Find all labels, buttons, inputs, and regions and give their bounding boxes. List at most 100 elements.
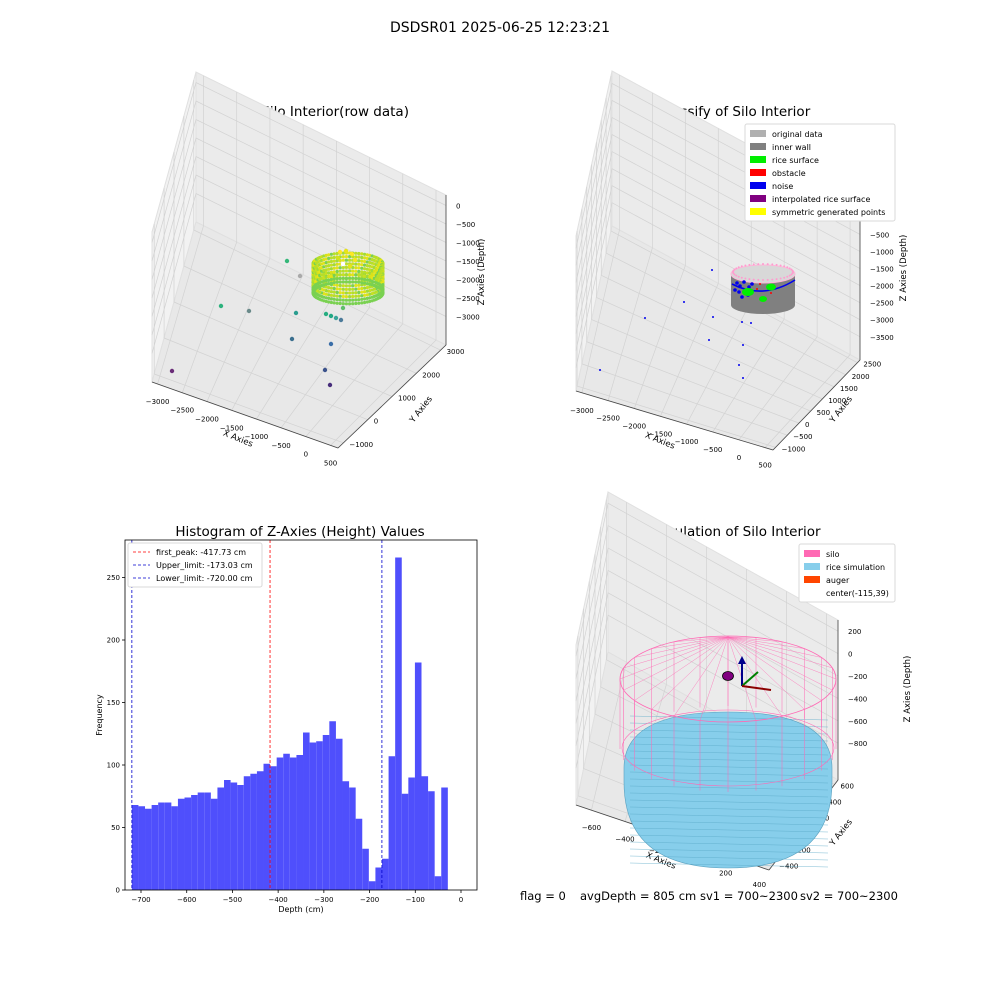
interpolated-point <box>788 267 791 270</box>
data-point <box>357 255 361 259</box>
rice-mesh-line <box>629 785 829 791</box>
data-point <box>368 253 372 257</box>
data-point <box>327 382 333 388</box>
x-tick-label: −3000 <box>146 398 170 406</box>
y-tick-label: −1000 <box>782 445 806 453</box>
noise-point <box>738 284 742 288</box>
interpolated-point <box>786 275 789 278</box>
data-point <box>284 258 290 264</box>
data-point <box>360 286 364 291</box>
silo-roof-wire <box>727 636 783 642</box>
rice-mesh-line <box>629 729 829 735</box>
x-tick-label: −400 <box>269 896 288 904</box>
silo-roof-wire <box>634 636 729 701</box>
data-point <box>341 284 345 288</box>
silo-roof-wire <box>651 636 729 649</box>
data-point <box>341 302 345 306</box>
data-point <box>365 289 369 293</box>
legend-swatch <box>750 130 766 137</box>
data-point <box>351 298 355 302</box>
auger-arrow-x <box>741 685 772 691</box>
footer-sv1: sv1 = 700~2300 <box>700 889 798 903</box>
interpolated-point <box>735 267 738 270</box>
data-point <box>335 298 339 302</box>
grid-z <box>575 151 861 317</box>
legend-label: silo <box>826 550 840 559</box>
y-tick-label: 600 <box>841 783 854 791</box>
data-point <box>354 298 358 302</box>
grid-y <box>581 363 788 436</box>
z-tick-label: −2500 <box>456 295 480 303</box>
data-point <box>327 264 331 268</box>
data-point <box>357 287 361 291</box>
data-point <box>363 300 367 305</box>
data-point <box>354 251 358 255</box>
histogram-bar <box>335 738 343 890</box>
z-tick-label: −1500 <box>456 258 480 266</box>
data-point <box>360 259 364 263</box>
data-point <box>324 275 328 279</box>
data-point <box>363 252 367 256</box>
interpolated-point <box>791 269 794 272</box>
rice-surface-spot <box>766 283 776 291</box>
panel4-3d-simulation: −600−400−2000200400−400−2000200400600200… <box>575 491 913 889</box>
y-tick-label: 250 <box>107 574 120 582</box>
data-point <box>348 298 352 302</box>
data-point <box>368 289 372 293</box>
noise-point <box>683 301 685 303</box>
auger-arrow-y <box>741 671 759 687</box>
data-point <box>368 282 372 286</box>
histogram-bar <box>191 795 198 890</box>
rice-mesh-line <box>629 764 829 770</box>
data-point <box>246 308 252 314</box>
data-point <box>322 254 326 258</box>
data-point <box>332 290 336 294</box>
data-point <box>329 277 333 282</box>
data-point <box>354 280 358 284</box>
data-point <box>370 288 374 292</box>
data-point <box>360 252 364 256</box>
data-point <box>329 274 333 278</box>
data-point <box>348 295 352 299</box>
histogram-bar <box>283 753 290 890</box>
data-point <box>381 290 385 294</box>
silo-roof-wire <box>727 636 805 649</box>
data-point <box>332 252 336 256</box>
histogram-bar <box>164 802 172 890</box>
data-point <box>370 295 374 299</box>
data-point <box>341 280 345 284</box>
interpolated-point <box>775 278 778 281</box>
x-tick-label: −1000 <box>675 438 699 446</box>
rice-mesh-line <box>629 722 829 728</box>
y-tick-label: 150 <box>107 699 120 707</box>
histogram-bar <box>171 806 178 890</box>
data-point <box>327 271 331 275</box>
data-point <box>357 269 361 274</box>
data-point <box>360 266 364 270</box>
grid-z <box>151 118 447 280</box>
data-point <box>297 273 303 279</box>
grid-z <box>575 614 839 769</box>
legend-label: inner wall <box>772 143 811 152</box>
data-point <box>335 294 339 298</box>
data-point <box>370 299 374 303</box>
data-point <box>344 276 348 280</box>
data-point <box>365 253 369 257</box>
data-point <box>363 297 367 301</box>
data-point <box>335 283 339 287</box>
histogram-bar <box>434 876 442 890</box>
data-point <box>354 255 358 259</box>
data-point <box>332 301 336 305</box>
histogram-bar <box>237 785 244 890</box>
plot-frame <box>124 539 478 891</box>
data-point <box>360 263 364 267</box>
legend-box <box>798 543 896 603</box>
noise-point <box>740 295 744 299</box>
histogram-bar <box>243 776 251 890</box>
y-tick-label: 0 <box>374 418 378 426</box>
data-point <box>357 259 361 263</box>
data-point <box>341 251 345 255</box>
data-point <box>335 273 339 277</box>
y-axis-line <box>772 359 861 451</box>
interpolated-point <box>766 278 769 281</box>
